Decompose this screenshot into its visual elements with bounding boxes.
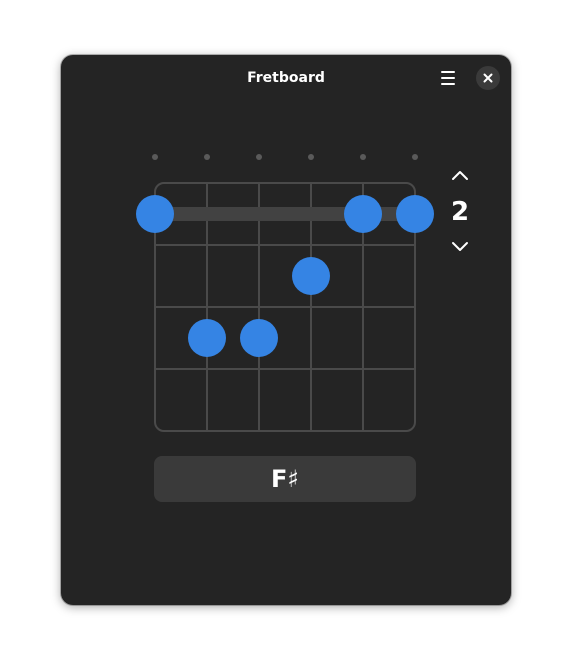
close-button[interactable] [476,66,500,90]
hamburger-menu-icon [441,71,455,73]
open-string-indicator[interactable] [308,154,314,160]
open-string-indicator[interactable] [152,154,158,160]
open-string-indicator[interactable] [412,154,418,160]
fret-number: 2 [450,197,470,227]
finger-dot[interactable] [292,257,330,295]
chevron-up-icon [452,171,468,180]
window-title: Fretboard [247,70,325,86]
finger-dot[interactable] [136,195,174,233]
open-string-indicator[interactable] [256,154,262,160]
open-string-indicator[interactable] [204,154,210,160]
finger-dot[interactable] [344,195,382,233]
fret-up-button[interactable] [445,164,475,186]
chevron-down-icon [452,242,468,251]
finger-dot[interactable] [240,319,278,357]
finger-dot[interactable] [188,319,226,357]
chord-name-button[interactable]: F♯ [154,456,416,502]
chord-name: F♯ [270,465,299,493]
app-window: Fretboard 2 F♯ [61,55,511,605]
main-menu-button[interactable] [433,65,463,91]
fret-down-button[interactable] [445,236,475,258]
fretboard[interactable] [136,182,434,432]
open-string-indicator[interactable] [360,154,366,160]
finger-dot[interactable] [396,195,434,233]
close-icon [483,73,493,83]
